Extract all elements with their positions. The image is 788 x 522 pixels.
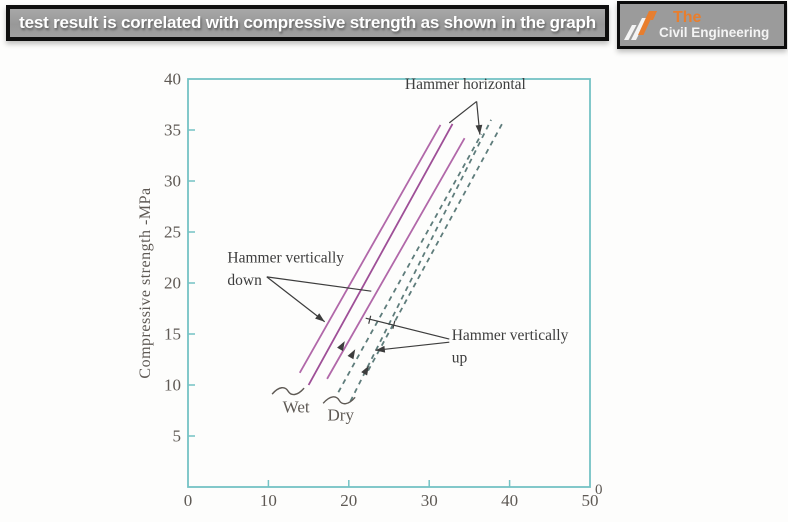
x-tick-label: 10 — [260, 491, 277, 510]
logo-brand-top: The — [673, 8, 702, 26]
direction-arrowhead-icon — [337, 341, 345, 352]
hammer-horizontal-connector — [448, 100, 478, 124]
tilde-squiggle-dry — [322, 396, 356, 405]
zone-label-wet: Wet — [283, 398, 310, 417]
series-wet-line-1 — [298, 124, 442, 374]
hammer-vertically-down-label: down — [227, 272, 262, 289]
series-wet-line-3 — [326, 137, 466, 380]
logo-brand-bottom: Civil Engineering — [659, 25, 770, 41]
y-tick-label: 40 — [164, 70, 181, 89]
y-tick-label: 35 — [164, 121, 181, 140]
hammer-vertically-down-connector — [266, 276, 326, 323]
banner-text: test result is correlated with compressi… — [19, 13, 596, 32]
logo: The Civil Engineering — [617, 1, 787, 49]
logo-slashes-icon — [624, 11, 657, 40]
connector-cross-tick — [368, 315, 372, 324]
hammer-vertically-up-connector — [375, 341, 450, 351]
hammer-vertically-down-arrowhead-icon — [315, 313, 325, 322]
y-axis-title: Compressive strength -MPa — [137, 187, 154, 378]
series-dry-line-1 — [337, 133, 483, 393]
y-tick-label: 25 — [164, 223, 181, 242]
right-origin-label: 0 — [595, 482, 603, 498]
tilde-squiggle-wet — [271, 387, 305, 396]
x-tick-label: 0 — [184, 491, 193, 510]
y-tick-label: 30 — [164, 172, 181, 191]
connector-cross-tick — [392, 320, 396, 329]
series-dry-line-2 — [349, 119, 492, 402]
hammer-vertically-up-label: Hammer vertically — [452, 327, 569, 344]
hammer-horizontal-label: Hammer horizontal — [405, 76, 526, 93]
series-wet-line-2 — [307, 123, 454, 386]
y-tick-label: 5 — [173, 427, 182, 446]
header-banner: test result is correlated with compressi… — [6, 5, 609, 41]
x-tick-label: 40 — [501, 491, 518, 510]
hammer-vertically-up-arrowhead-icon — [375, 345, 386, 353]
x-tick-label: 50 — [582, 491, 599, 510]
hammer-vertically-down-connector — [266, 276, 372, 292]
zone-label-dry: Dry — [328, 406, 355, 425]
x-tick-label: 20 — [340, 491, 357, 510]
logo-text: The Civil Engineering — [659, 8, 770, 41]
direction-arrowhead-icon — [361, 365, 369, 376]
y-tick-label: 20 — [164, 274, 181, 293]
y-tick-label: 15 — [164, 325, 181, 344]
hammer-vertically-up-label: up — [452, 350, 468, 367]
hammer-horizontal-arrowhead-icon — [475, 124, 483, 135]
x-tick-label: 30 — [421, 491, 438, 510]
hammer-vertically-up-connector — [365, 317, 450, 340]
direction-arrowhead-icon — [347, 349, 356, 360]
y-tick-label: 10 — [164, 376, 181, 395]
hammer-vertically-down-label: Hammer vertically — [227, 250, 344, 267]
